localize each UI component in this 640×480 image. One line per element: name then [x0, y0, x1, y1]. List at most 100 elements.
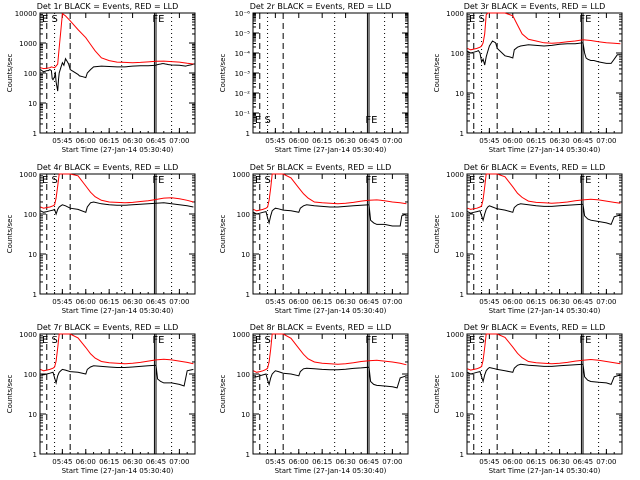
- x-tick-label: 06:45: [146, 137, 166, 145]
- chart-panel: Det 5r BLACK = Events, RED = LLD 1 10 100 10…: [219, 163, 409, 315]
- plot-frame: [466, 173, 623, 295]
- y-tick-label: 10: [241, 411, 250, 419]
- chart-title: Det 2r BLACK = Events, RED = LLD: [250, 2, 392, 11]
- x-tick-label: 06:00: [503, 298, 523, 306]
- y-tick-label: 100: [451, 211, 464, 219]
- chart-title: Det 7r BLACK = Events, RED = LLD: [37, 323, 179, 332]
- x-tick-label: 07:00: [382, 298, 402, 306]
- x-tick-label: 07:00: [596, 298, 616, 306]
- x-tick-label: 06:15: [526, 298, 546, 306]
- lld-series-line: [40, 12, 194, 70]
- y-axis-label: Counts/sec: [6, 375, 14, 414]
- x-axis-label: Start Time (27-Jan-14 05:30:40): [489, 307, 601, 315]
- x-tick-label: 06:15: [312, 298, 332, 306]
- chart-panel: Det 9r BLACK = Events, RED = LLD 1 10 100 10…: [433, 323, 623, 475]
- y-tick-label: 1: [246, 291, 250, 299]
- events-series-line: [253, 204, 407, 227]
- x-tick-label: 06:00: [289, 458, 309, 466]
- lld-series-line: [467, 333, 621, 371]
- x-tick-label: 06:30: [335, 298, 355, 306]
- y-tick-label: 1000: [446, 331, 464, 339]
- y-tick-label: 10: [455, 251, 464, 259]
- y-tick-label: 100: [24, 211, 37, 219]
- y-axis-label: Counts/sec: [433, 54, 441, 93]
- events-series-line: [40, 364, 194, 387]
- x-axis-label: Start Time (27-Jan-14 05:30:40): [275, 307, 387, 315]
- chart-title: Det 4r BLACK = Events, RED = LLD: [37, 163, 179, 172]
- y-tick-label: 1: [33, 130, 37, 138]
- plot-frame: [252, 333, 409, 455]
- y-tick-label: 10: [28, 251, 37, 259]
- x-tick-label: 06:45: [359, 298, 379, 306]
- y-axis-label: Counts/sec: [6, 54, 14, 93]
- x-axis-label: Start Time (27-Jan-14 05:30:40): [62, 146, 174, 154]
- chart-panel: Det 6r BLACK = Events, RED = LLD 1 10 100 10…: [433, 163, 623, 315]
- lld-series-line: [253, 333, 407, 373]
- y-tick-label: 1: [460, 130, 464, 138]
- start-marker-label: E S: [42, 335, 58, 346]
- chart-panel: Det 2r BLACK = Events, RED = LLD 1 10⁻¹ 10⁻…: [219, 2, 409, 154]
- x-tick-label: 05:45: [52, 298, 72, 306]
- end-marker-label: FE: [152, 335, 164, 346]
- y-tick-label: 10⁻²: [235, 90, 251, 98]
- chart-title: Det 8r BLACK = Events, RED = LLD: [250, 323, 392, 332]
- x-tick-label: 06:00: [76, 137, 96, 145]
- start-marker-label: E S: [255, 115, 271, 126]
- x-tick-label: 06:30: [549, 458, 569, 466]
- plot-frame: [466, 12, 623, 134]
- x-tick-label: 05:45: [52, 458, 72, 466]
- x-tick-label: 06:15: [526, 137, 546, 145]
- x-tick-label: 06:30: [335, 458, 355, 466]
- x-tick-label: 06:15: [99, 298, 119, 306]
- x-axis-label: Start Time (27-Jan-14 05:30:40): [275, 467, 387, 475]
- y-tick-label: 1: [246, 451, 250, 459]
- plot-frame: [252, 173, 409, 295]
- end-marker-label: FE: [579, 14, 591, 25]
- x-tick-label: 06:45: [359, 458, 379, 466]
- start-marker-label: E S: [42, 14, 58, 25]
- y-axis-label: Counts/sec: [219, 54, 227, 93]
- y-tick-label: 10: [455, 90, 464, 98]
- end-marker-label: FE: [365, 175, 377, 186]
- lld-series-line: [467, 12, 621, 51]
- x-tick-label: 06:00: [289, 137, 309, 145]
- end-marker-label: FE: [152, 14, 164, 25]
- start-marker-label: E S: [42, 175, 58, 186]
- start-marker-label: E S: [469, 175, 485, 186]
- y-tick-label: 1: [246, 130, 250, 138]
- chart-title: Det 6r BLACK = Events, RED = LLD: [464, 163, 606, 172]
- x-tick-label: 05:45: [479, 137, 499, 145]
- lld-series-line: [467, 173, 621, 210]
- lld-series-line: [40, 333, 194, 372]
- x-tick-label: 05:45: [479, 458, 499, 466]
- x-axis-label: Start Time (27-Jan-14 05:30:40): [62, 467, 174, 475]
- x-tick-label: 07:00: [596, 137, 616, 145]
- x-tick-label: 06:15: [312, 137, 332, 145]
- y-tick-label: 100: [237, 211, 250, 219]
- chart-panel: Det 4r BLACK = Events, RED = LLD 1 10 100 10…: [6, 163, 196, 315]
- y-tick-label: 10⁻⁶: [235, 10, 251, 18]
- y-tick-label: 100: [24, 371, 37, 379]
- chart-title: Det 9r BLACK = Events, RED = LLD: [464, 323, 606, 332]
- y-tick-label: 100: [24, 70, 37, 78]
- chart-panel: Det 1r BLACK = Events, RED = LLD 1 10 100 10…: [6, 2, 196, 154]
- x-tick-label: 07:00: [596, 458, 616, 466]
- x-tick-label: 06:30: [122, 137, 142, 145]
- x-tick-label: 07:00: [169, 458, 189, 466]
- plot-frame: [39, 333, 196, 455]
- y-tick-label: 10⁻⁵: [235, 30, 251, 38]
- x-axis-label: Start Time (27-Jan-14 05:30:40): [489, 146, 601, 154]
- lld-series-line: [253, 173, 407, 212]
- start-marker-label: E S: [255, 335, 271, 346]
- y-tick-label: 1000: [19, 331, 37, 339]
- events-series-line: [467, 40, 621, 66]
- chart-panel: Det 3r BLACK = Events, RED = LLD 1 10 100 10…: [433, 2, 623, 154]
- y-tick-label: 1: [33, 291, 37, 299]
- chart-title: Det 3r BLACK = Events, RED = LLD: [464, 2, 606, 11]
- y-axis-label: Counts/sec: [433, 375, 441, 414]
- lld-series-line: [40, 173, 194, 209]
- events-series-line: [40, 201, 194, 216]
- x-axis-label: Start Time (27-Jan-14 05:30:40): [62, 307, 174, 315]
- x-tick-label: 06:45: [359, 137, 379, 145]
- x-tick-label: 06:00: [76, 298, 96, 306]
